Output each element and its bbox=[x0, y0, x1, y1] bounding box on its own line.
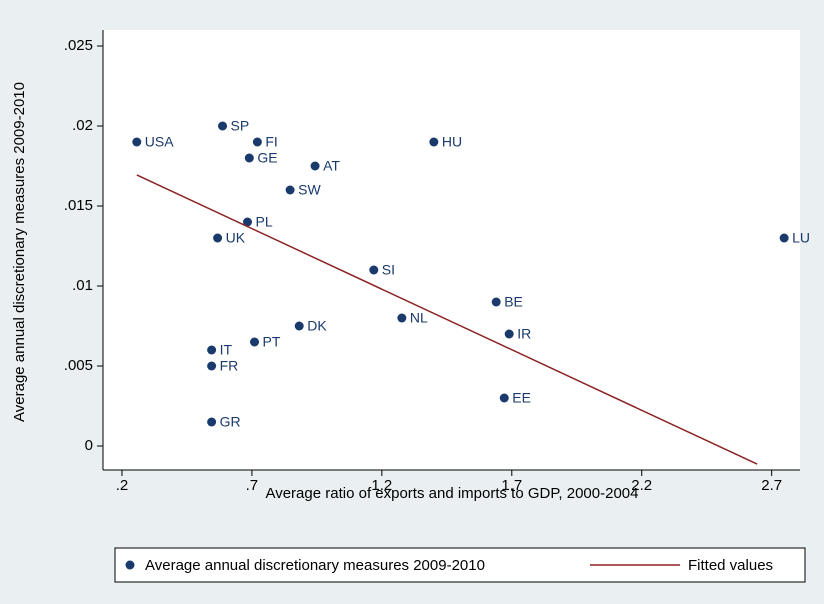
point bbox=[218, 121, 228, 131]
legend-label: Average annual discretionary measures 20… bbox=[145, 557, 485, 574]
point-label: HU bbox=[442, 134, 462, 150]
point bbox=[252, 137, 262, 147]
point bbox=[207, 345, 217, 355]
y-axis-title: Average annual discretionary measures 20… bbox=[11, 82, 28, 422]
point-label: UK bbox=[226, 230, 246, 246]
point bbox=[779, 233, 789, 243]
point-label: GE bbox=[257, 150, 277, 166]
x-axis-title: Average ratio of exports and imports to … bbox=[265, 485, 638, 502]
point bbox=[504, 329, 514, 339]
point bbox=[250, 337, 260, 347]
plot-area bbox=[103, 30, 800, 470]
y-tick-label: .01 bbox=[72, 277, 93, 294]
point bbox=[285, 185, 295, 195]
point bbox=[491, 297, 501, 307]
point bbox=[294, 321, 304, 331]
point-label: FR bbox=[220, 358, 239, 374]
fit-line bbox=[136, 174, 758, 465]
point bbox=[429, 137, 439, 147]
y-tick-label: .025 bbox=[64, 37, 93, 54]
point-label: SP bbox=[231, 118, 250, 134]
point-label: AT bbox=[323, 158, 340, 174]
point bbox=[207, 361, 217, 371]
point-label: GR bbox=[220, 414, 241, 430]
point-label: IR bbox=[517, 326, 531, 342]
x-tick-label: 1.7 bbox=[501, 477, 522, 494]
y-tick-label: .02 bbox=[72, 117, 93, 134]
y-tick-label: .015 bbox=[64, 197, 93, 214]
point bbox=[242, 217, 252, 227]
point-label: IT bbox=[220, 342, 233, 358]
point bbox=[369, 265, 379, 275]
point-label: EE bbox=[512, 390, 531, 406]
point-label: DK bbox=[307, 318, 327, 334]
point-label: NL bbox=[410, 310, 428, 326]
point-label: SW bbox=[298, 182, 321, 198]
point bbox=[499, 393, 509, 403]
point-label: USA bbox=[145, 134, 174, 150]
point bbox=[132, 137, 142, 147]
point bbox=[244, 153, 254, 163]
point-label: PL bbox=[255, 214, 272, 230]
point bbox=[310, 161, 320, 171]
legend-marker bbox=[125, 560, 135, 570]
x-tick-label: 1.2 bbox=[371, 477, 392, 494]
legend-label: Fitted values bbox=[688, 557, 773, 574]
point-label: LU bbox=[792, 230, 810, 246]
point bbox=[207, 417, 217, 427]
point bbox=[213, 233, 223, 243]
x-tick-label: .2 bbox=[116, 477, 129, 494]
y-tick-label: 0 bbox=[85, 437, 93, 454]
point-label: PT bbox=[263, 334, 281, 350]
x-tick-label: 2.7 bbox=[761, 477, 782, 494]
point-label: SI bbox=[382, 262, 395, 278]
x-tick-label: .7 bbox=[246, 477, 259, 494]
point bbox=[397, 313, 407, 323]
legend bbox=[114, 547, 806, 583]
y-tick-label: .005 bbox=[64, 357, 93, 374]
x-tick-label: 2.2 bbox=[631, 477, 652, 494]
point-label: BE bbox=[504, 294, 523, 310]
point-label: FI bbox=[265, 134, 277, 150]
